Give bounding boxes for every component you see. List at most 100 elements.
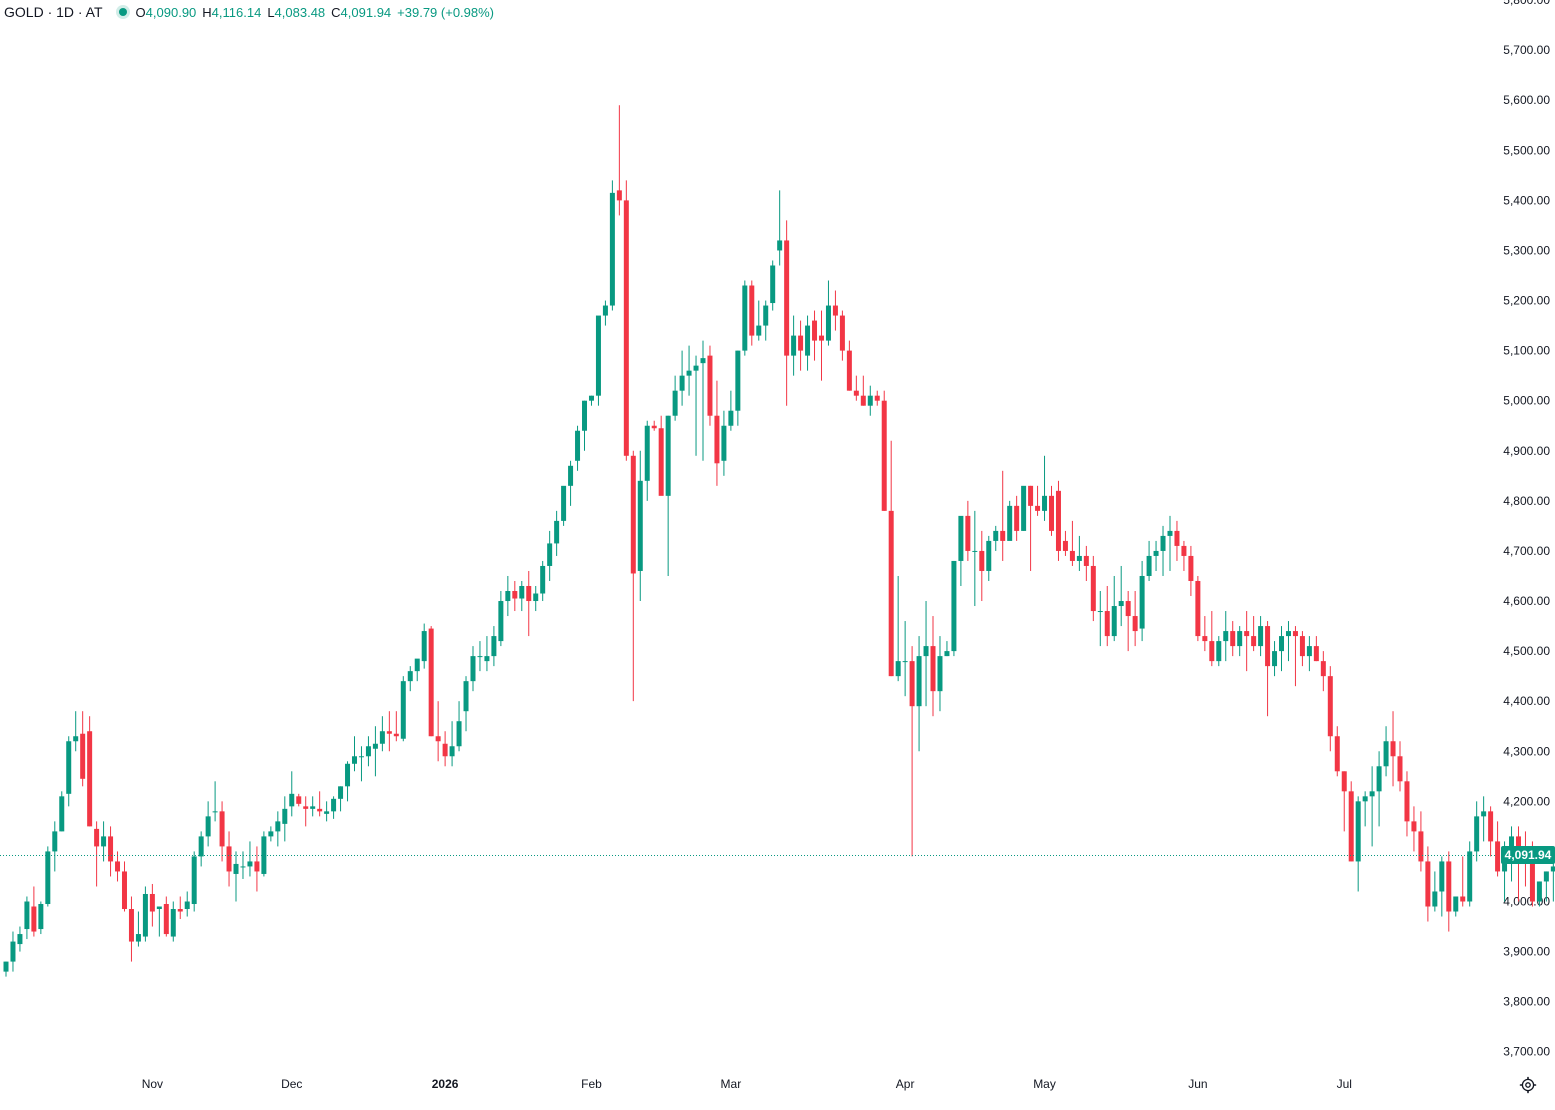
candle <box>1000 470 1006 561</box>
time-axis[interactable]: Nov Dec 2026 Feb Mar Apr May Jun Jul <box>142 1077 1352 1091</box>
candle <box>1313 636 1319 662</box>
low-value: 4,083.48 <box>274 4 326 20</box>
candle <box>770 260 776 311</box>
candle <box>672 375 678 421</box>
candle <box>1209 611 1215 667</box>
candle <box>1223 611 1229 662</box>
candle <box>846 340 852 391</box>
candle <box>1418 811 1424 872</box>
x-tick-label: Nov <box>142 1077 163 1091</box>
candle <box>1355 796 1361 892</box>
candle <box>303 796 309 827</box>
candle <box>1021 485 1027 531</box>
candle <box>512 580 518 612</box>
gear-icon[interactable] <box>1519 1076 1537 1094</box>
y-tick-label: 5,600.00 <box>1503 93 1550 107</box>
y-tick-label: 4,200.00 <box>1503 794 1550 808</box>
candle <box>540 560 546 602</box>
candle <box>561 485 567 526</box>
candle <box>94 821 100 887</box>
candle <box>477 641 483 672</box>
y-tick-label: 4,300.00 <box>1503 744 1550 758</box>
candle <box>798 320 804 371</box>
candle <box>784 220 790 406</box>
candle <box>282 796 288 842</box>
candle <box>867 385 873 416</box>
candle <box>1090 555 1096 622</box>
candle <box>1292 626 1298 687</box>
candle <box>1488 806 1494 857</box>
candle <box>1160 525 1166 576</box>
candle <box>184 891 190 917</box>
candle <box>756 300 762 341</box>
candle <box>818 310 824 381</box>
open-label: O <box>135 4 146 20</box>
candle <box>1251 616 1257 652</box>
candle <box>1481 796 1487 842</box>
candle <box>1495 821 1501 877</box>
candle <box>1334 726 1340 777</box>
candle <box>763 300 769 341</box>
candle <box>749 280 755 346</box>
y-tick-label: 4,900.00 <box>1503 444 1550 458</box>
candle <box>358 746 364 782</box>
candle <box>317 791 323 817</box>
candle <box>191 851 197 912</box>
candle <box>519 580 525 612</box>
candle <box>547 530 553 581</box>
candle <box>1474 801 1480 862</box>
candle <box>1216 636 1222 667</box>
candle <box>1299 631 1305 667</box>
candle <box>1014 495 1020 541</box>
candle <box>149 883 155 927</box>
candle <box>198 831 204 867</box>
candle <box>1536 881 1542 907</box>
candle <box>575 425 581 471</box>
candle <box>289 771 295 817</box>
candle <box>421 623 427 669</box>
candle <box>839 310 845 361</box>
candle <box>923 601 929 707</box>
x-tick-label: Mar <box>721 1077 742 1091</box>
candle <box>805 315 811 371</box>
candle <box>693 355 699 456</box>
candle <box>658 415 664 496</box>
candle <box>1439 856 1445 917</box>
candle <box>1543 871 1549 902</box>
candle <box>916 636 922 752</box>
candle <box>268 826 274 842</box>
candles-layer <box>3 105 1555 977</box>
change-value: +39.79 (+0.98%) <box>397 4 495 20</box>
candle <box>714 380 720 486</box>
candle <box>1076 535 1082 571</box>
y-tick-label: 5,100.00 <box>1503 344 1550 358</box>
candle <box>637 450 643 602</box>
x-tick-label: Dec <box>281 1077 302 1091</box>
candle <box>1069 520 1075 566</box>
candle <box>247 841 253 877</box>
candle <box>853 375 859 401</box>
price-axis[interactable]: 3,700.003,800.003,900.004,000.004,100.00… <box>1503 0 1550 1059</box>
candle <box>888 440 894 677</box>
candle <box>338 786 344 812</box>
candle <box>1153 540 1159 571</box>
candle <box>407 666 413 692</box>
candle <box>1139 560 1145 642</box>
symbol-title[interactable]: GOLD · 1D · AT <box>4 4 103 20</box>
candle <box>588 395 594 406</box>
candle <box>498 591 504 647</box>
candle <box>59 791 65 832</box>
candle <box>393 711 399 742</box>
candle <box>595 315 601 406</box>
candle <box>1397 741 1403 792</box>
candle <box>365 736 371 767</box>
candle <box>958 515 964 586</box>
candle <box>1265 621 1271 717</box>
candle <box>1425 846 1431 922</box>
candle <box>352 736 357 772</box>
candle <box>66 736 72 807</box>
y-tick-label: 3,700.00 <box>1503 1045 1550 1059</box>
candle <box>449 721 455 767</box>
candle <box>902 621 908 697</box>
